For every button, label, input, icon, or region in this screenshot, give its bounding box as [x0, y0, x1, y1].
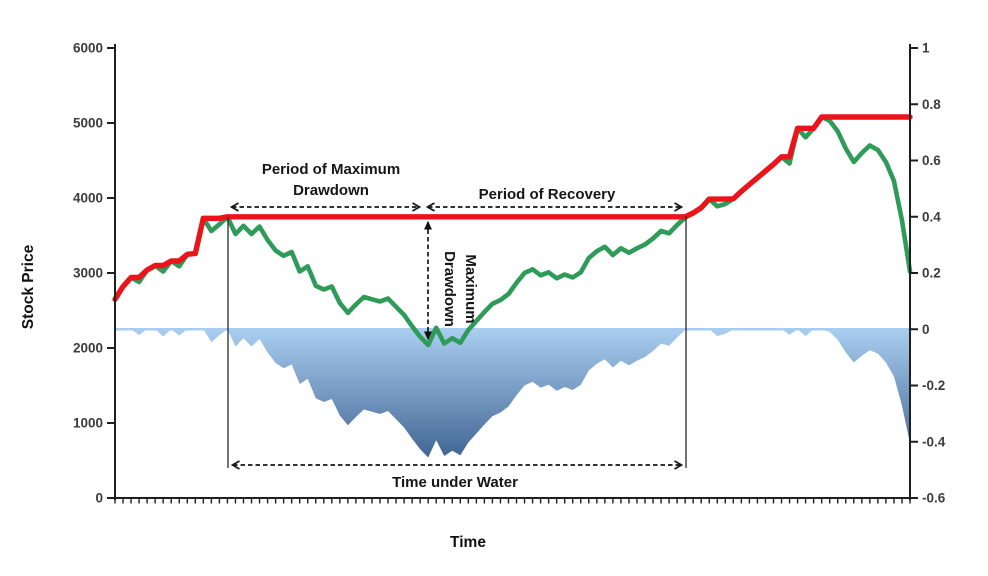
left-axis-tick-label: 3000 [73, 266, 103, 281]
time-under-water-label: Time under Water [392, 474, 518, 491]
right-axis-tick-label: 0.8 [922, 97, 941, 112]
right-axis-tick-label: -0.2 [922, 378, 945, 393]
period-max-drawdown-label: Period of Maximum Drawdown [261, 161, 401, 199]
left-axis-tick-label: 0 [95, 491, 103, 506]
max-drawdown-label-line1: Maximum [462, 254, 479, 324]
left-axis-tick-label: 4000 [73, 191, 103, 206]
drawdown-area [115, 329, 910, 458]
left-axis-tick-label: 2000 [73, 341, 103, 356]
right-axis-tick-label: 1 [922, 41, 930, 56]
right-axis-tick-label: 0.4 [922, 209, 941, 224]
y-axis-title: Stock Price [20, 244, 37, 330]
max-drawdown-label: Maximum Drawdown [439, 219, 481, 359]
right-axis-tick-label: -0.6 [922, 491, 946, 506]
high-water-mark-line [112, 114, 913, 302]
annotation-layer [227, 202, 687, 470]
right-axis-tick-label: 0.2 [922, 266, 941, 281]
left-axis-tick-label: 6000 [73, 41, 103, 56]
max-drawdown-label-line2: Drawdown [441, 251, 458, 327]
right-axis-tick-label: -0.4 [922, 434, 946, 449]
x-axis-title: Time [450, 534, 486, 551]
right-axis-tick-label: 0 [922, 322, 930, 337]
right-axis-tick-label: 0.6 [922, 153, 941, 168]
left-axis-tick-label: 1000 [73, 416, 103, 431]
period-recovery-label: Period of Recovery [478, 186, 616, 203]
left-axis-tick-label: 5000 [73, 116, 103, 131]
